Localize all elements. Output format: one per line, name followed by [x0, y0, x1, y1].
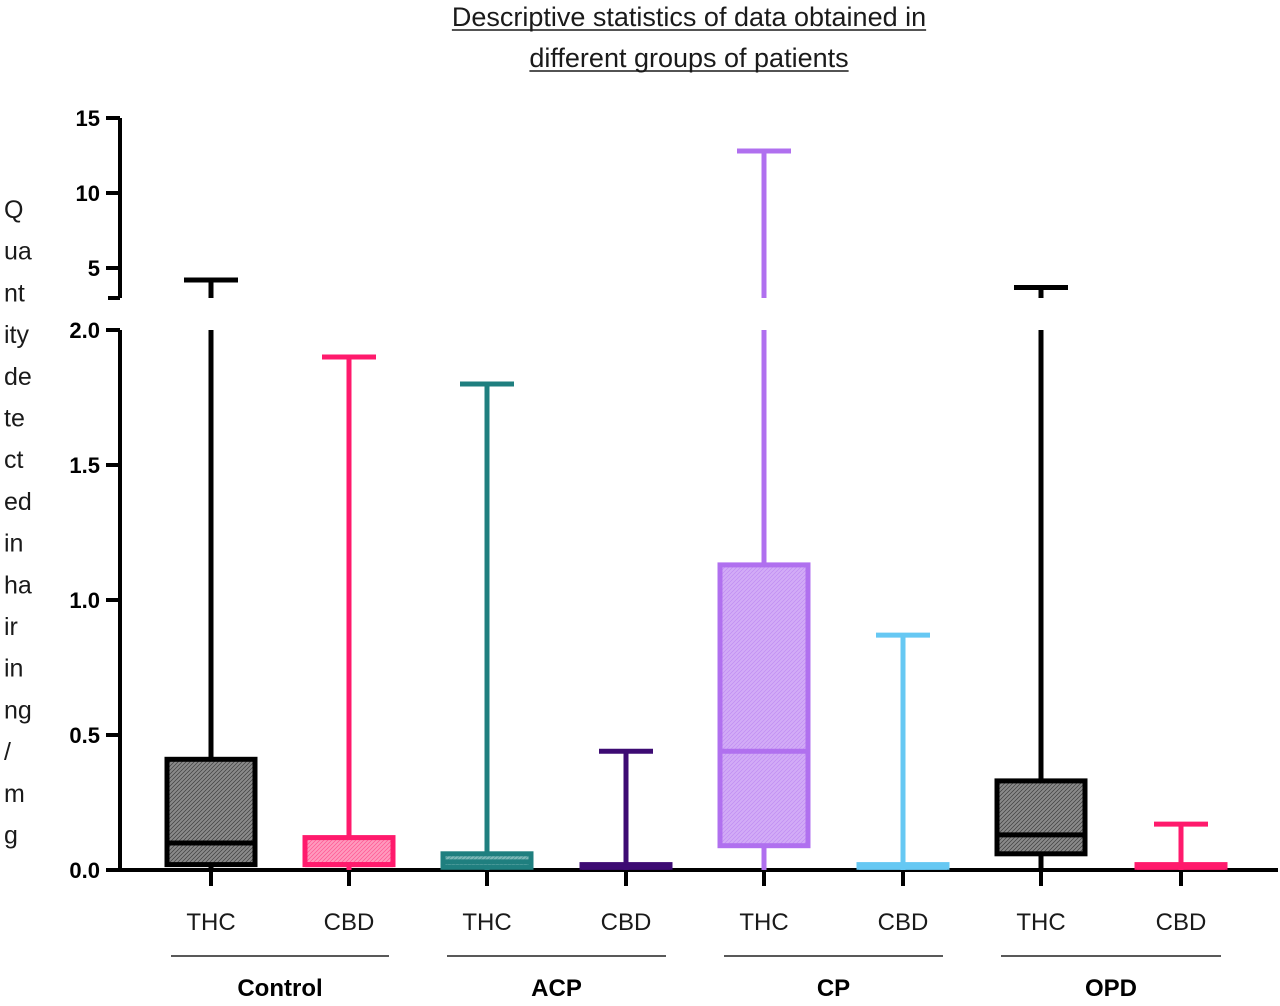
box-acp-cbd	[579, 748, 673, 870]
iqr-box	[717, 562, 811, 849]
box-cp-cbd	[856, 632, 950, 870]
chart-title: Descriptive statistics of data obtained …	[451, 2, 927, 73]
iqr-box	[302, 835, 396, 868]
y-tick-label: 15	[76, 106, 100, 131]
y-axis-label-fragment: de	[4, 363, 32, 391]
box-cp-thc	[717, 148, 811, 870]
x-tick-label: THC	[739, 909, 788, 936]
iqr-box	[994, 778, 1088, 857]
axes: 0.0 0.5 1.0 1.5 2.0 5 10 15	[69, 106, 1278, 886]
y-axis-label-fragment: in	[4, 655, 23, 683]
y-axis-label-fragment: ha	[4, 571, 32, 599]
y-axis-label: Qua nt ity de te ct ed in ha ir in ng / mg	[4, 196, 32, 850]
y-axis-label-fragment: nt	[4, 279, 25, 307]
y-tick-label: 1.5	[69, 453, 100, 478]
box-acp-thc	[440, 381, 534, 870]
y-tick-label: 1.0	[69, 588, 100, 613]
y-axis-label-fragment: ed	[4, 488, 32, 516]
y-tick-label: 10	[76, 181, 100, 206]
y-axis-label-fragment: ity	[4, 321, 30, 349]
chart-title-line-1: Descriptive statistics of data obtained …	[452, 2, 926, 32]
y-tick-label: 5	[88, 256, 100, 281]
y-axis-label-fragment: m	[4, 780, 25, 808]
y-axis-label-fragment: /	[4, 738, 11, 766]
y-axis-label-fragment: ua	[4, 238, 32, 266]
chart-title-line-2: different groups of patients	[529, 43, 848, 73]
y-axis-label-fragment: g	[4, 822, 18, 850]
y-tick-label: 0.5	[69, 723, 100, 748]
group-label: CP	[817, 975, 850, 1001]
y-axis-label-fragment: in	[4, 530, 23, 558]
box-control-thc	[164, 277, 258, 870]
x-tick-label: CBD	[324, 909, 375, 936]
iqr-box	[164, 756, 258, 868]
group-label: ACP	[531, 975, 582, 1001]
x-axis-labels: THC CBD THC CBD THC CBD THC CBD Control ACP CP OPD	[171, 909, 1221, 1002]
x-tick-label: THC	[462, 909, 511, 936]
x-tick-label: CBD	[878, 909, 929, 936]
x-tick-label: THC	[1016, 909, 1065, 936]
x-tick-label: CBD	[601, 909, 652, 936]
y-axis-label-fragment: ct	[4, 446, 24, 474]
y-axis-label-fragment: te	[4, 405, 25, 433]
y-axis-label-fragment: Q	[4, 196, 23, 224]
group-label: Control	[237, 975, 322, 1001]
group-label: OPD	[1085, 975, 1137, 1001]
y-axis-label-fragment: ng	[4, 696, 32, 724]
y-tick-label: 2.0	[69, 318, 100, 343]
box-control-cbd	[302, 354, 396, 870]
x-tick-label: THC	[186, 909, 235, 936]
box-opd-thc	[994, 285, 1088, 870]
y-axis-label-fragment: ir	[4, 613, 18, 641]
boxes	[164, 148, 1228, 870]
x-tick-label: CBD	[1156, 909, 1207, 936]
y-tick-label: 0.0	[69, 858, 100, 883]
box-opd-cbd	[1134, 821, 1228, 870]
